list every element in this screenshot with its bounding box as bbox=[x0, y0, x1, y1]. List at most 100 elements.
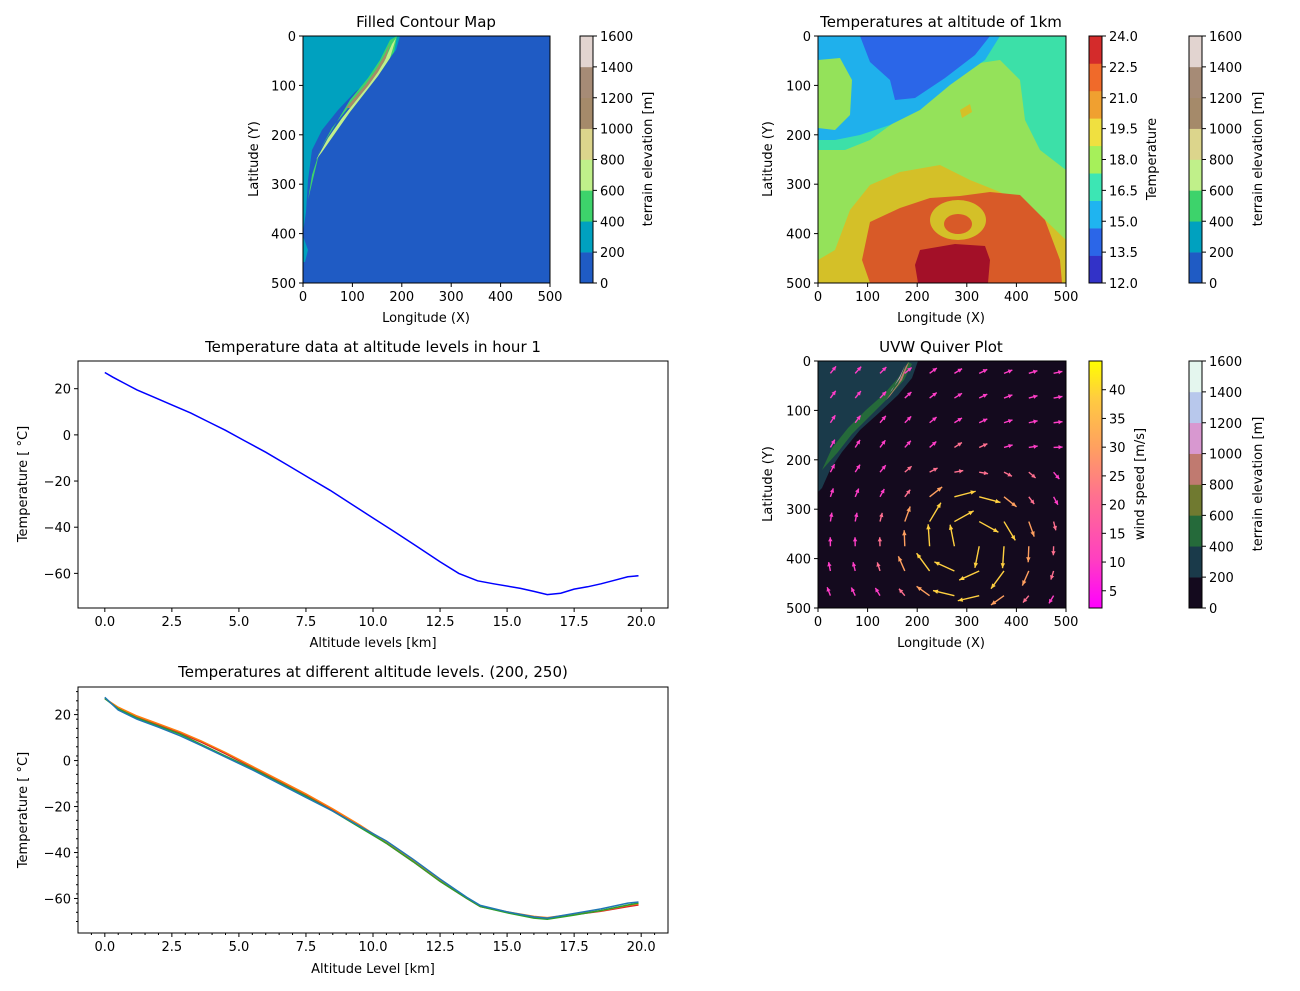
temp-terrain-cbar-tick-label: 1400 bbox=[1209, 61, 1242, 76]
wind-arrow-head bbox=[957, 368, 963, 373]
profile-xtick-label: 12.5 bbox=[426, 615, 455, 630]
terrain-cbar-tick-label: 1400 bbox=[600, 61, 633, 76]
wind-arrow-head bbox=[856, 464, 861, 470]
wind-arrow-head bbox=[826, 587, 831, 592]
wind-arrow-head bbox=[1011, 501, 1017, 507]
terrain-xlabel: Longitude (X) bbox=[382, 311, 470, 326]
quiver-terrain-cbar-tick-label: 1000 bbox=[1209, 448, 1242, 463]
multiprofile-ytick-label: −20 bbox=[44, 801, 71, 816]
temp-map bbox=[818, 36, 1066, 283]
wind-arrow-head bbox=[1030, 499, 1035, 505]
terrain-cbar-tick-label: 1200 bbox=[600, 92, 633, 107]
wind-arrow-head bbox=[881, 440, 886, 445]
temp-band-19 bbox=[960, 104, 972, 118]
multiprofile-xtick-label: 12.5 bbox=[426, 940, 455, 955]
temp-cbar-tick-label: 24.0 bbox=[1109, 30, 1138, 45]
quiver-title: UVW Quiver Plot bbox=[879, 338, 1003, 356]
wind-cbar-tick-label: 25 bbox=[1109, 470, 1126, 485]
wind-arrow-head bbox=[1010, 534, 1016, 541]
terrain-cbar-tick-label: 800 bbox=[600, 154, 625, 169]
temp-ytick-label: 200 bbox=[786, 129, 811, 144]
temp-ylabel: Latitude (Y) bbox=[761, 121, 776, 197]
profile-xtick-label: 5.0 bbox=[229, 615, 250, 630]
wind-arrow-head bbox=[831, 415, 836, 420]
wind-arrow-head bbox=[1026, 557, 1031, 563]
multiprofile-series-3 bbox=[104, 696, 639, 919]
wind-arrow-head bbox=[932, 589, 939, 594]
wind-arrow-head bbox=[1000, 563, 1006, 569]
terrain-upland bbox=[316, 38, 396, 160]
wind-arrow-head bbox=[948, 524, 954, 531]
wind-arrow-head bbox=[916, 586, 922, 592]
multiprofile-xtick-label: 17.5 bbox=[560, 940, 589, 955]
quiver-terrain-cbar-swatch bbox=[1189, 361, 1202, 393]
quiver-cbar2-label: terrain elevation [m] bbox=[1251, 417, 1266, 552]
temp-band-hot bbox=[915, 244, 990, 283]
profile-ytick-label: 20 bbox=[54, 383, 71, 398]
profile-ylabel: Temperature [ °C] bbox=[16, 426, 31, 543]
wind-arrow-head bbox=[1007, 394, 1013, 399]
multiprofile-xtick-label: 20.0 bbox=[627, 940, 656, 955]
multiprofile-xtick-label: 5.0 bbox=[229, 940, 250, 955]
wind-arrow-head bbox=[982, 393, 988, 398]
temp-terrain-cbar-tick-label: 1600 bbox=[1209, 30, 1242, 45]
terrain-ytick-label: 0 bbox=[288, 30, 296, 45]
temp-ytick-label: 100 bbox=[786, 79, 811, 94]
wind-cbar-gradient bbox=[1088, 360, 1103, 609]
wind-cbar-tick-label: 30 bbox=[1109, 441, 1126, 456]
wind-arrow-head bbox=[881, 465, 886, 470]
quiver-terrain-cbar-tick-label: 1600 bbox=[1209, 355, 1242, 370]
quiver-ytick-label: 200 bbox=[786, 454, 811, 469]
wind-arrow-head bbox=[829, 488, 835, 493]
wind-arrow-head bbox=[856, 366, 862, 372]
temp-cbar-tick-label: 13.5 bbox=[1109, 246, 1138, 261]
temp-cbar-tick-label: 21.0 bbox=[1109, 92, 1138, 107]
quiver-ytick-label: 300 bbox=[786, 503, 811, 518]
temp-cbar-swatch bbox=[1089, 228, 1102, 256]
wind-arrow-head bbox=[1033, 419, 1038, 424]
multiprofile-ylabel: Temperature [ °C] bbox=[16, 752, 31, 869]
temp-ytick-label: 500 bbox=[786, 277, 811, 292]
wind-arrow-head bbox=[926, 524, 931, 530]
quiver-xlabel: Longitude (X) bbox=[897, 636, 985, 651]
quiver-terrain-cbar-tick-label: 1400 bbox=[1209, 386, 1242, 401]
wind-arrow-head bbox=[902, 530, 907, 536]
terrain-ytick-label: 500 bbox=[271, 277, 296, 292]
profile-series-0 bbox=[104, 371, 639, 596]
quiver-terrain-cbar-swatch bbox=[1189, 577, 1202, 609]
temp-panel: Temperatures at altitude of 1km 0 100 200 3… bbox=[761, 13, 1266, 326]
wind-arrow-head bbox=[958, 469, 964, 474]
temp-ytick-label: 0 bbox=[803, 30, 811, 45]
profile-xtick-label: 7.5 bbox=[296, 615, 317, 630]
wind-arrow-head bbox=[881, 367, 887, 372]
profile-xtick-label: 0.0 bbox=[94, 615, 115, 630]
temp-xlabel: Longitude (X) bbox=[897, 311, 985, 326]
temp-terrain-cbar-tick-label: 1200 bbox=[1209, 92, 1242, 107]
wind-arrow-head bbox=[1058, 419, 1063, 425]
terrain-cbar-label: terrain elevation [m] bbox=[641, 92, 656, 227]
profile-xtick-label: 10.0 bbox=[359, 615, 388, 630]
wind-arrow-head bbox=[1051, 551, 1056, 556]
wind-arrow-head bbox=[880, 488, 885, 494]
wind-arrow-head bbox=[852, 537, 858, 542]
wind-arrow-head bbox=[851, 587, 856, 593]
temp-terrain-cbar-tick-label: 0 bbox=[1209, 277, 1217, 292]
wind-arrow-head bbox=[881, 391, 887, 396]
wind-arrow-head bbox=[829, 512, 834, 518]
quiver-terrain-cbar-tick-label: 400 bbox=[1209, 540, 1234, 555]
temp-xtick-label: 200 bbox=[905, 290, 930, 305]
wind-arrow-head bbox=[856, 439, 861, 445]
quiver-xtick-label: 400 bbox=[1004, 615, 1029, 630]
temp-cbar-swatch bbox=[1089, 173, 1102, 201]
wind-arrow-head bbox=[1031, 473, 1036, 479]
wind-arrow-head bbox=[1052, 525, 1057, 531]
terrain-cbar-swatch bbox=[580, 97, 593, 129]
temp-band-green-left bbox=[818, 58, 852, 130]
multiprofile-xtick-label: 15.0 bbox=[493, 940, 522, 955]
wind-arrow-head bbox=[932, 467, 938, 472]
wind-arrow-head bbox=[898, 556, 903, 562]
terrain-xtick-label: 400 bbox=[488, 290, 513, 305]
wind-colorbar: 5 10 15 20 25 30 35 40 bbox=[1088, 360, 1126, 609]
terrain-xtick-label: 200 bbox=[389, 290, 414, 305]
wind-arrow-head bbox=[983, 470, 989, 476]
